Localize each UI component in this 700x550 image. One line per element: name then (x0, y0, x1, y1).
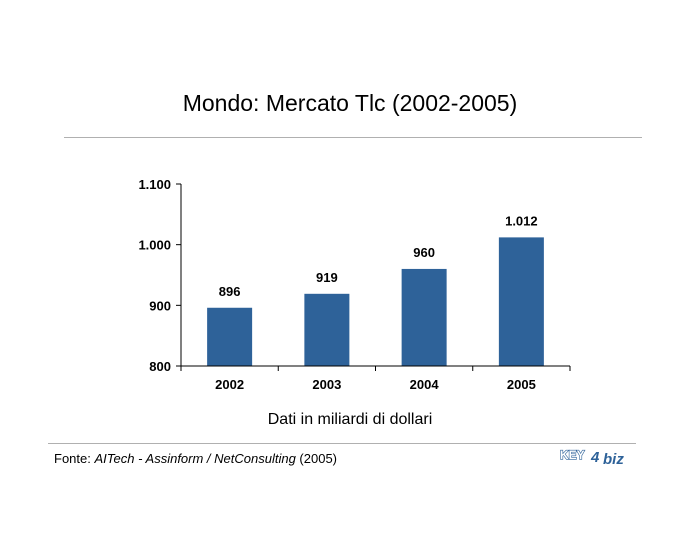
x-tick-label: 2005 (507, 377, 536, 392)
logo-key-text: KEY (560, 448, 585, 462)
source-note: Fonte: AITech - Assinform / NetConsultin… (54, 451, 337, 466)
y-tick-label: 1.100 (138, 177, 171, 192)
bar-2005 (498, 237, 544, 366)
logo-biz-text: biz (603, 451, 624, 467)
chart-title: Mondo: Mercato Tlc (2002-2005) (182, 90, 518, 116)
bar-value-label: 896 (219, 284, 241, 299)
y-tick-label: 800 (149, 359, 171, 374)
bar-2002 (207, 307, 253, 366)
bar-value-label: 1.012 (505, 213, 538, 228)
x-tick-label: 2003 (312, 377, 341, 392)
y-tick-label: 900 (149, 298, 171, 313)
chart-subtitle: Dati in miliardi di dollari (267, 411, 433, 428)
x-tick-label: 2002 (215, 377, 244, 392)
source-year: (2005) (295, 451, 338, 466)
title-divider (64, 137, 642, 138)
x-tick-label: 2004 (410, 377, 440, 392)
key4biz-logo: KEY 4 biz (559, 447, 624, 467)
bar-value-label: 960 (413, 245, 435, 260)
bar-2004 (401, 268, 447, 366)
source-authors: AITech - Assinform / NetConsulting (94, 451, 296, 466)
logo-digit-text: 4 (590, 449, 600, 466)
bar-2003 (304, 293, 350, 366)
footer-divider (48, 443, 636, 444)
y-tick-label: 1.000 (138, 238, 171, 253)
source-prefix: Fonte: (54, 451, 95, 466)
bar-value-label: 919 (316, 270, 338, 285)
